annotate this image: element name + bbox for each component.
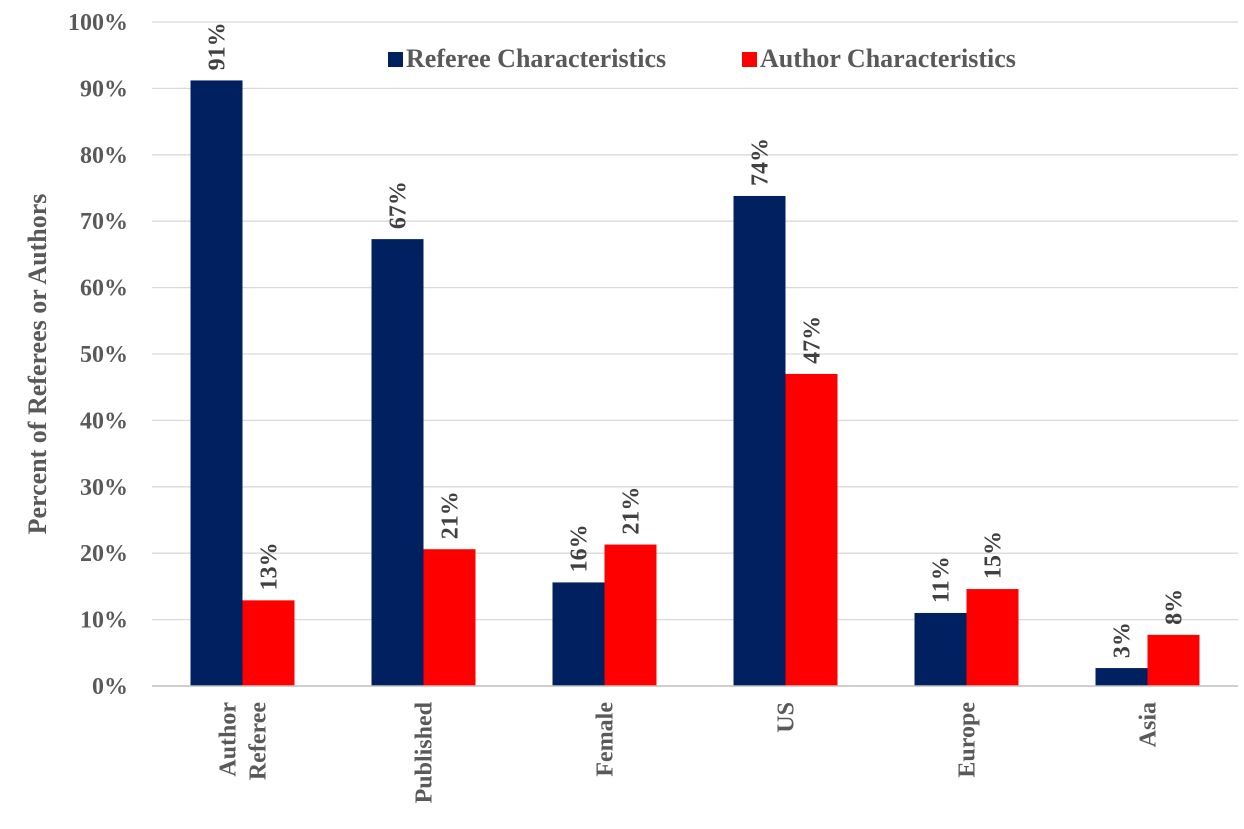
data-labels: 91% 13% 67% 21% 16% 21% 74% 47% 11% 15% 3% 8% (205, 22, 1188, 658)
x-axis-categories: Author Referee Published Female US Europe Asia (216, 701, 1162, 803)
data-label: 74% (748, 138, 774, 186)
y-tick-label: 60% (80, 276, 128, 302)
bar-author (242, 600, 295, 686)
y-axis-ticks: 0% 10% 20% 30% 40% 50% 60% 70% 80% 90% 100% (68, 10, 128, 700)
y-tick-label: 70% (80, 209, 128, 235)
bar-author (1147, 634, 1200, 686)
x-category-label: Referee (246, 702, 272, 781)
legend-label-referee: Referee Characteristics (406, 44, 666, 73)
bar-author (604, 544, 657, 686)
y-tick-label: 40% (80, 408, 128, 434)
data-label: 8% (1162, 589, 1188, 625)
x-category-label: Female (593, 702, 619, 777)
x-category-label: US (774, 702, 800, 733)
bar-referee (914, 612, 967, 686)
x-category-label: Author (216, 702, 242, 777)
y-axis-title: Percent of Referees or Authors (23, 194, 52, 535)
legend-label-author: Author Characteristics (760, 44, 1016, 73)
y-tick-label: 30% (80, 475, 128, 501)
data-label: 3% (1110, 622, 1136, 658)
data-label: 91% (205, 22, 231, 70)
data-label: 13% (257, 542, 283, 590)
y-tick-label: 10% (80, 608, 128, 634)
y-tick-label: 0% (92, 674, 128, 700)
legend-swatch-author (742, 52, 757, 67)
data-label: 16% (567, 524, 593, 572)
bar-referee (371, 239, 424, 687)
legend: Referee Characteristics Author Character… (388, 44, 1016, 73)
x-category-label: Published (412, 701, 438, 803)
y-tick-label: 20% (80, 541, 128, 567)
y-tick-label: 90% (80, 76, 128, 102)
y-tick-label: 80% (80, 143, 128, 169)
y-tick-label: 50% (80, 342, 128, 368)
data-label: 67% (386, 181, 412, 229)
x-category-label: Asia (1136, 702, 1162, 747)
legend-swatch-referee (388, 52, 403, 67)
bars (190, 80, 1200, 687)
data-label: 21% (438, 491, 464, 539)
data-label: 21% (619, 487, 645, 535)
bar-author (966, 589, 1019, 686)
data-label: 47% (800, 316, 826, 364)
data-label: 15% (981, 531, 1007, 579)
gridlines (152, 21, 1238, 621)
bar-referee (190, 80, 243, 686)
x-category-label: Europe (955, 702, 981, 778)
bar-author (423, 549, 476, 686)
bar-referee (1095, 668, 1148, 686)
data-label: 11% (929, 556, 955, 603)
bar-referee (733, 195, 786, 686)
y-tick-label: 100% (68, 10, 128, 36)
bar-referee (552, 582, 605, 686)
bar-author (785, 373, 838, 686)
